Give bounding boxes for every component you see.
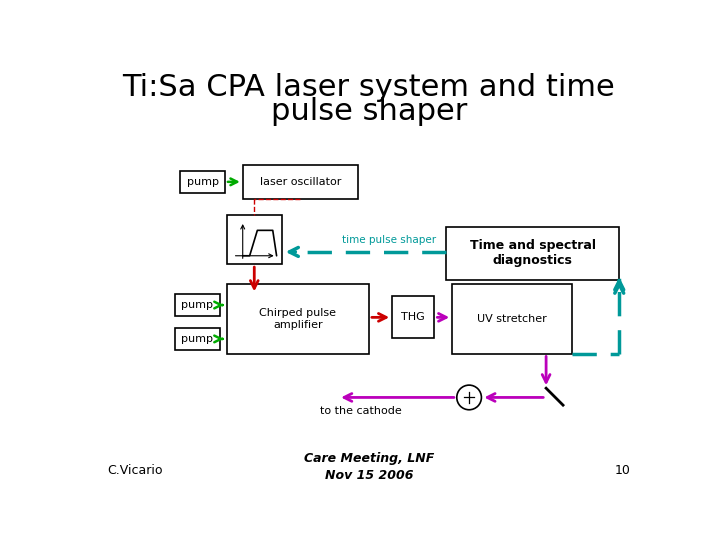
Text: Time and spectral
diagnostics: Time and spectral diagnostics [469, 239, 595, 267]
Bar [227, 215, 282, 264]
Text: UV stretcher: UV stretcher [477, 314, 546, 324]
Bar [175, 294, 220, 316]
Text: time pulse shaper: time pulse shaper [342, 235, 436, 245]
Text: C.Vicario: C.Vicario [107, 464, 163, 477]
Bar [446, 226, 619, 280]
Text: 10: 10 [615, 464, 631, 477]
Bar [180, 171, 225, 193]
Text: pulse shaper: pulse shaper [271, 97, 467, 125]
Text: Ti:Sa CPA laser system and time: Ti:Sa CPA laser system and time [122, 73, 616, 103]
Text: Chirped pulse
amplifier: Chirped pulse amplifier [259, 308, 336, 330]
Bar [392, 296, 434, 338]
Bar [227, 284, 369, 354]
Text: THG: THG [402, 312, 425, 322]
Text: pump: pump [186, 177, 219, 187]
Bar [243, 165, 359, 199]
Text: pump: pump [181, 300, 213, 310]
Text: to the cathode: to the cathode [320, 406, 402, 416]
Text: laser oscillator: laser oscillator [260, 177, 341, 187]
Text: Care Meeting, LNF
Nov 15 2006: Care Meeting, LNF Nov 15 2006 [304, 452, 434, 482]
Text: pump: pump [181, 334, 213, 344]
Bar [452, 284, 572, 354]
Bar [175, 328, 220, 350]
